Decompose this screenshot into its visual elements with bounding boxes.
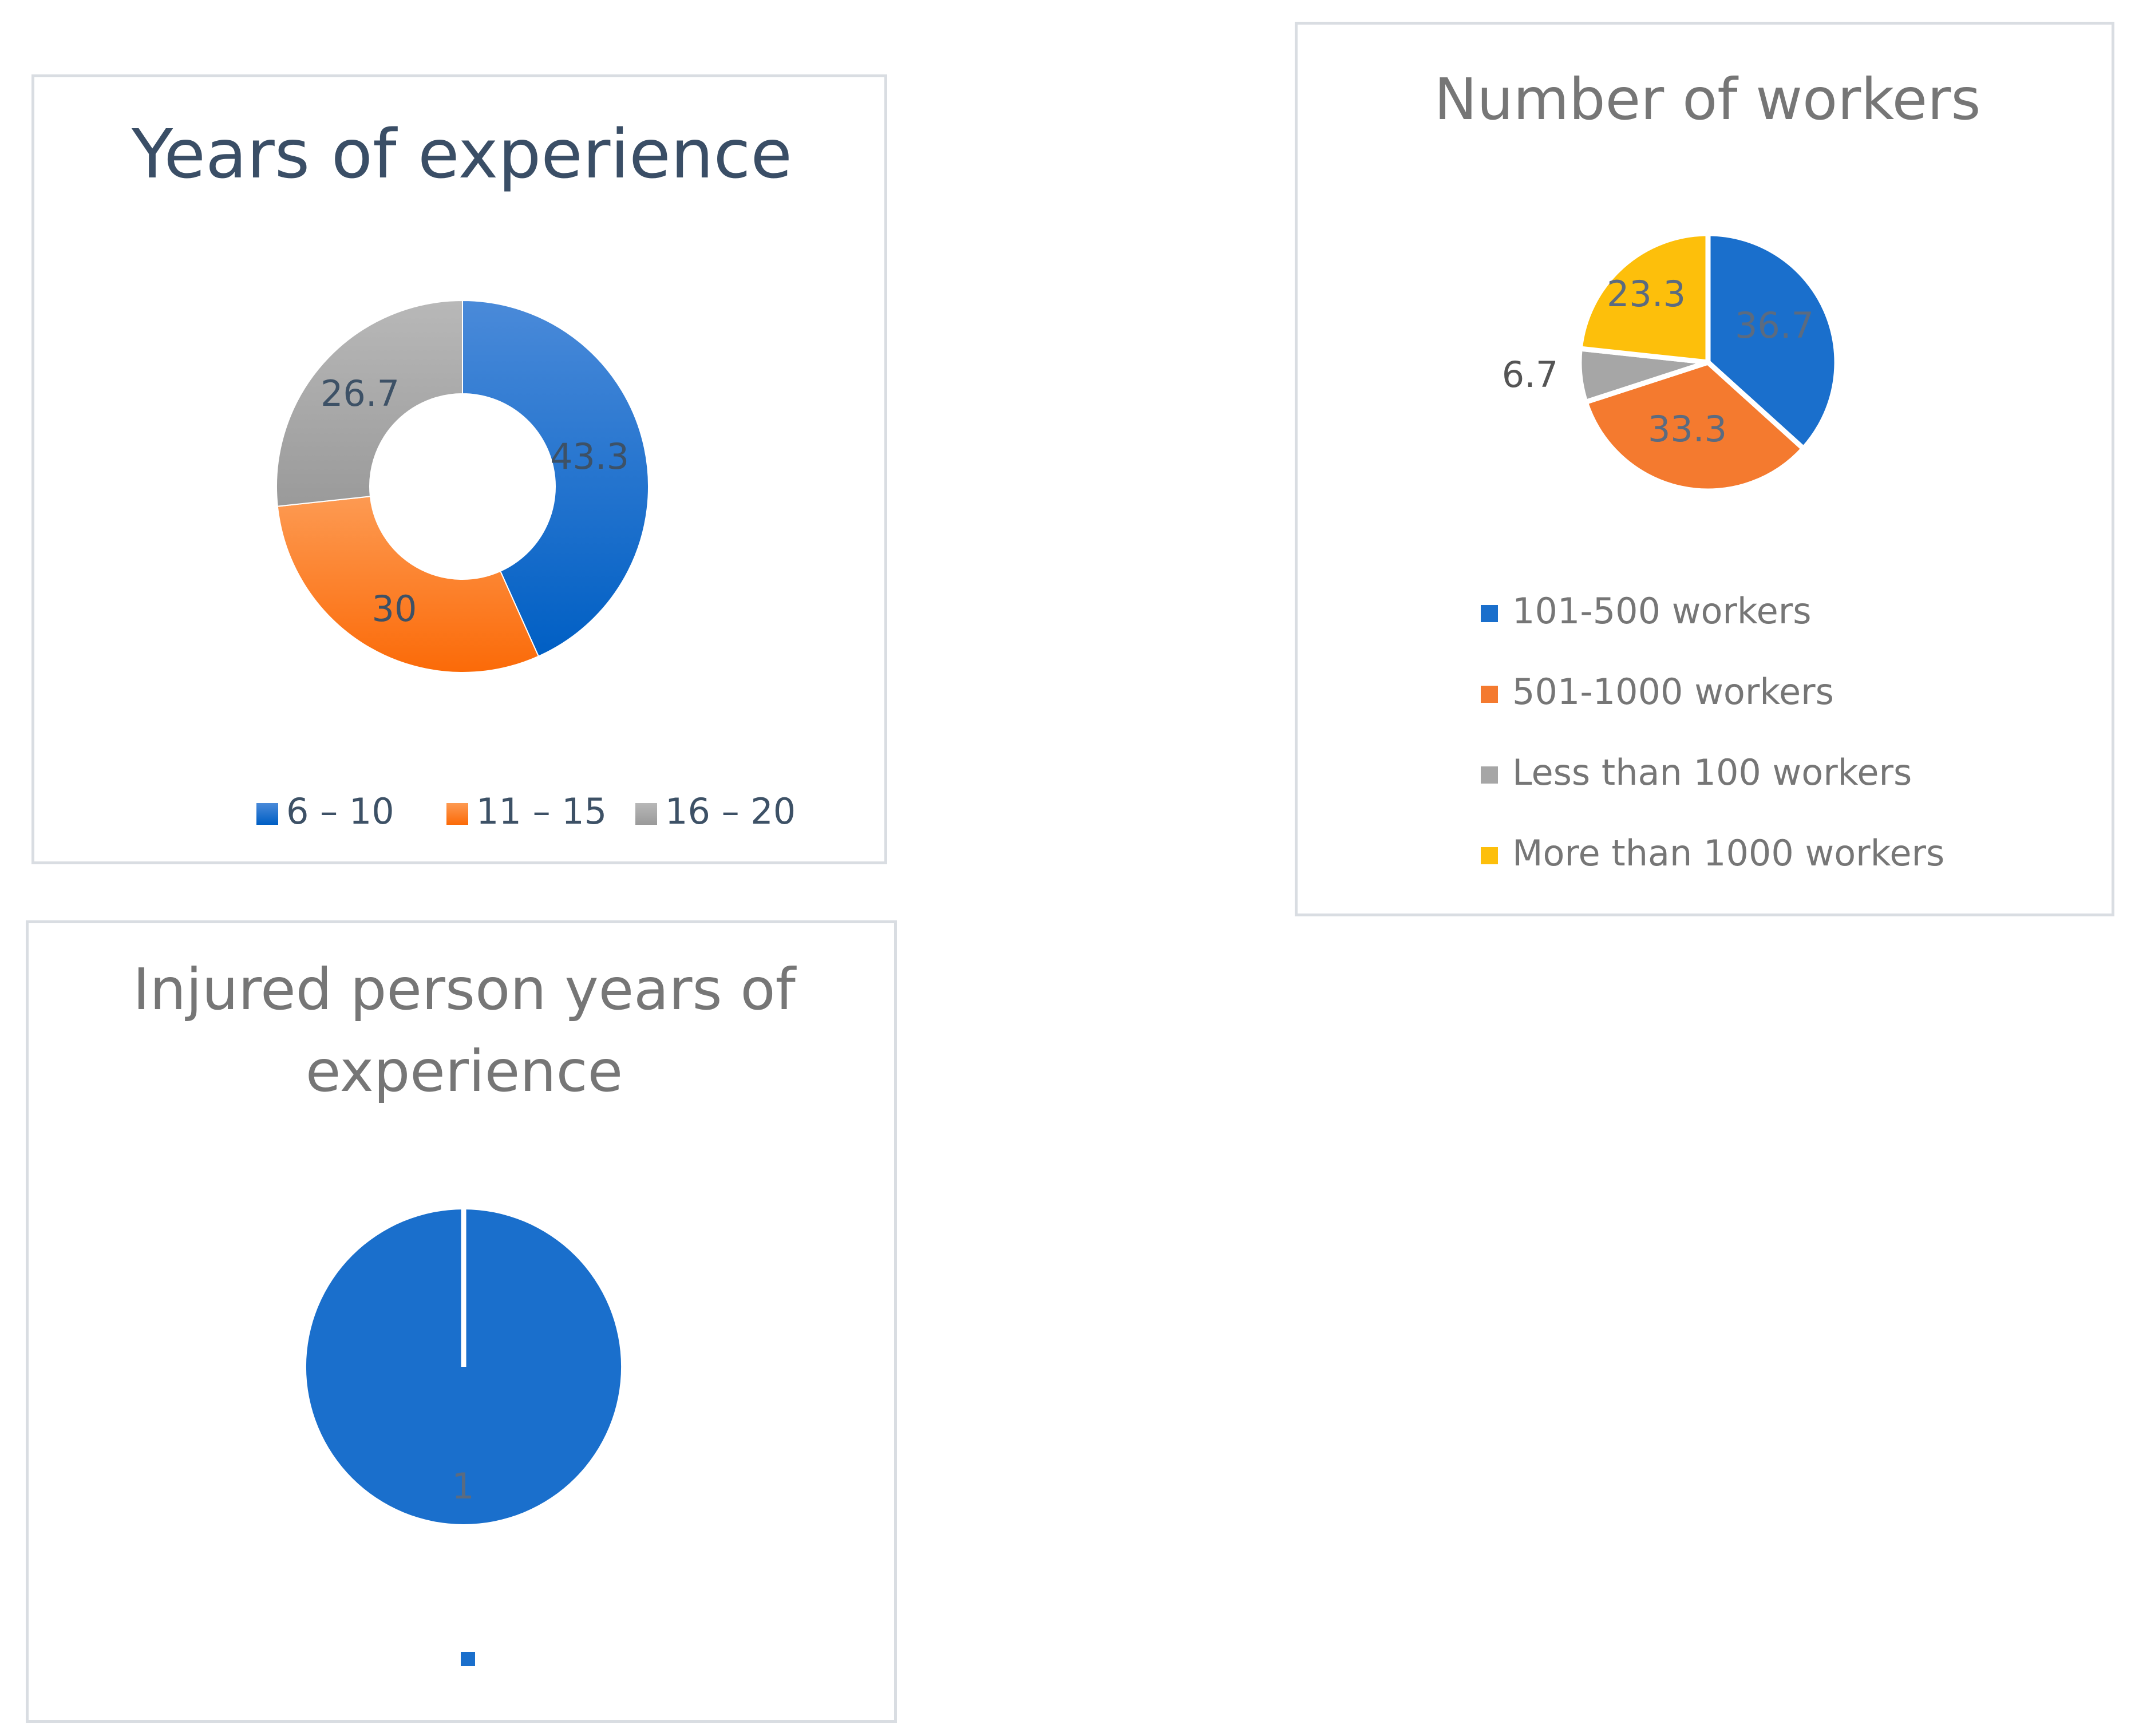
data-label-less-than-100-workers: 6.7 [1502, 354, 1559, 396]
chart-title-line-1: Injured person years of [133, 956, 797, 1023]
legend-label-less-than-100-workers: Less than 100 workers [1512, 752, 1912, 793]
data-label-11-15: 30 [372, 588, 417, 630]
legend-marker-501-1000-workers [1481, 686, 1498, 703]
legend-label-more-than-1000-workers: More than 1000 workers [1512, 832, 1944, 874]
legend-label-501-1000-workers: 501-1000 workers [1512, 671, 1834, 713]
slice-501-1000-workers [1583, 359, 1806, 494]
pie-chart: Number of workers 36.7 33.3 6.7 23.3 101-500… [1434, 66, 1981, 874]
chart-panel-number-of-workers: Number of workers 36.7 33.3 6.7 23.3 101-500… [1295, 22, 2114, 916]
legend-label-6-10: 6 – 10 [286, 790, 394, 832]
legend-label-101-500-workers: 101-500 workers [1512, 590, 1812, 632]
slice-101-500-workers [1705, 231, 1840, 452]
legend-marker [461, 1652, 475, 1666]
slice-6-10 [462, 299, 649, 657]
slice-more-than-1000-workers [1577, 231, 1711, 365]
legend-marker-11-15 [446, 803, 468, 825]
legend-marker-more-than-1000-workers [1481, 847, 1498, 864]
legend-label-16-20: 16 – 20 [665, 790, 796, 832]
chart-title: Years of experience [131, 114, 792, 193]
slice-11-15 [276, 496, 540, 673]
pie-chart: Injured person years of experience 1 [133, 956, 797, 1666]
chart-title-line-2: experience [306, 1038, 623, 1105]
chart-title: Number of workers [1434, 66, 1981, 133]
data-label-101-500-workers: 36.7 [1735, 305, 1814, 346]
data-label-16-20: 26.7 [321, 373, 400, 414]
data-label-6-10: 43.3 [550, 436, 629, 477]
legend-marker-101-500-workers [1481, 605, 1498, 622]
legend-marker-16-20 [635, 803, 657, 825]
data-label-1: 1 [452, 1465, 474, 1507]
data-label-more-than-1000-workers: 23.3 [1607, 273, 1686, 315]
slice-16-20 [276, 299, 463, 507]
legend-label-11-15: 11 – 15 [476, 790, 607, 832]
donut-chart: Years of experience 43.3 30 26.7 6 – 10 11 –… [131, 114, 796, 832]
legend-marker-less-than-100-workers [1481, 766, 1498, 784]
data-label-501-1000-workers: 33.3 [1648, 408, 1727, 450]
chart-panel-injured-person-experience: Injured person years of experience 1 [26, 920, 897, 1723]
chart-panel-years-of-experience: Years of experience 43.3 30 26.7 6 – 10 11 –… [31, 74, 887, 864]
legend-marker-6-10 [256, 803, 278, 825]
